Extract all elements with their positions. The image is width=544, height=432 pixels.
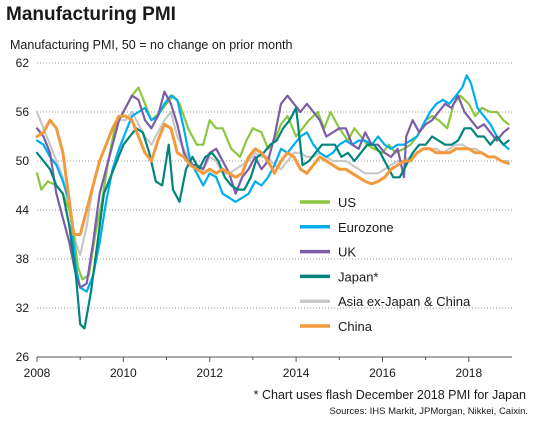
legend-label-uk: UK bbox=[338, 245, 356, 260]
legend-label-us: US bbox=[338, 195, 356, 210]
legend-label-eurozone: Eurozone bbox=[338, 220, 394, 235]
x-tick-label-2016: 2016 bbox=[369, 366, 396, 380]
y-axis: 26 32 38 44 50 56 62 bbox=[16, 56, 30, 364]
chart-subtitle: Manufacturing PMI, 50 = no change on pri… bbox=[10, 38, 293, 52]
series-line-china bbox=[35, 114, 510, 236]
x-tick-label-2010: 2010 bbox=[110, 366, 137, 380]
x-tick-label-2008: 2008 bbox=[24, 366, 51, 380]
legend: US Eurozone UK Japan* Asia ex-Japan & China C… bbox=[300, 195, 471, 334]
x-tick-label-2012: 2012 bbox=[196, 366, 223, 380]
legend-label-asia-ex-japan-china: Asia ex-Japan & China bbox=[338, 294, 471, 309]
series-lines bbox=[35, 74, 510, 330]
y-tick-label-62: 62 bbox=[16, 56, 30, 70]
y-tick-label-32: 32 bbox=[16, 301, 30, 315]
page-title: Manufacturing PMI bbox=[6, 4, 176, 25]
legend-label-japan-: Japan* bbox=[338, 269, 378, 284]
sources-note: Sources: IHS Markit, JPMorgan, Nikkei, C… bbox=[329, 406, 528, 417]
series-line-uk bbox=[35, 90, 510, 289]
legend-label-china: China bbox=[338, 319, 373, 334]
y-tick-label-50: 50 bbox=[16, 154, 30, 168]
x-tick-label-2018: 2018 bbox=[455, 366, 482, 380]
y-tick-label-56: 56 bbox=[16, 105, 30, 119]
y-tick-label-26: 26 bbox=[16, 350, 30, 364]
grid-lines bbox=[37, 62, 512, 309]
x-tick-label-2014: 2014 bbox=[283, 366, 310, 380]
series-line-japan- bbox=[35, 106, 510, 330]
y-tick-label-44: 44 bbox=[16, 203, 30, 217]
x-axis: 2008 2010 2012 2014 2016 2018 bbox=[24, 356, 512, 380]
y-tick-label-38: 38 bbox=[16, 252, 30, 266]
series-line-eurozone bbox=[35, 74, 510, 293]
footnote: * Chart uses flash December 2018 PMI for… bbox=[253, 388, 526, 402]
